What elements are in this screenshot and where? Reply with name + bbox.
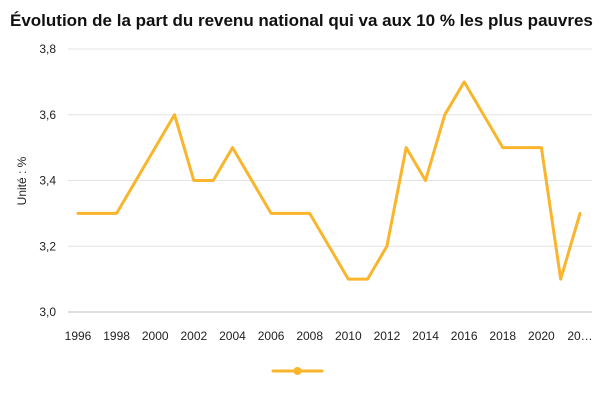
x-tick-label: 2014 (412, 329, 439, 343)
y-axis-label: Unité : % (15, 156, 29, 205)
x-tick-label: 2008 (296, 329, 323, 343)
y-tick-label: 3,8 (39, 42, 56, 56)
series-layer (76, 80, 582, 281)
series-line (76, 80, 582, 281)
gridlines (68, 48, 592, 313)
x-tick-label: 1996 (65, 329, 92, 343)
x-tick-label: 2018 (489, 329, 516, 343)
y-tick-label: 3,6 (39, 108, 56, 122)
x-tick-label: 2002 (180, 329, 207, 343)
x-tick-label: 2000 (142, 329, 169, 343)
legend-swatch-marker[interactable] (293, 367, 302, 375)
chart-title: Évolution de la part du revenu national … (10, 11, 593, 30)
x-axis-ticks: 1996 1998 2000 2002 2004 2006 2008 2010 2012 2014… (65, 329, 593, 343)
x-tick-label: 2016 (451, 329, 478, 343)
x-tick-label: 1998 (103, 329, 130, 343)
x-tick-label: 2012 (374, 329, 401, 343)
y-axis-ticks: 3,0 3,2 3,4 3,6 3,8 (39, 42, 56, 319)
x-tick-label: 2004 (219, 329, 246, 343)
x-tick-label: 20… (567, 329, 592, 343)
y-tick-label: 3,0 (39, 305, 56, 319)
legend[interactable] (271, 367, 324, 375)
x-tick-label: 2020 (528, 329, 555, 343)
x-tick-label: 2006 (258, 329, 285, 343)
y-tick-label: 3,4 (39, 174, 56, 188)
y-tick-label: 3,2 (39, 239, 56, 253)
x-tick-label: 2010 (335, 329, 362, 343)
